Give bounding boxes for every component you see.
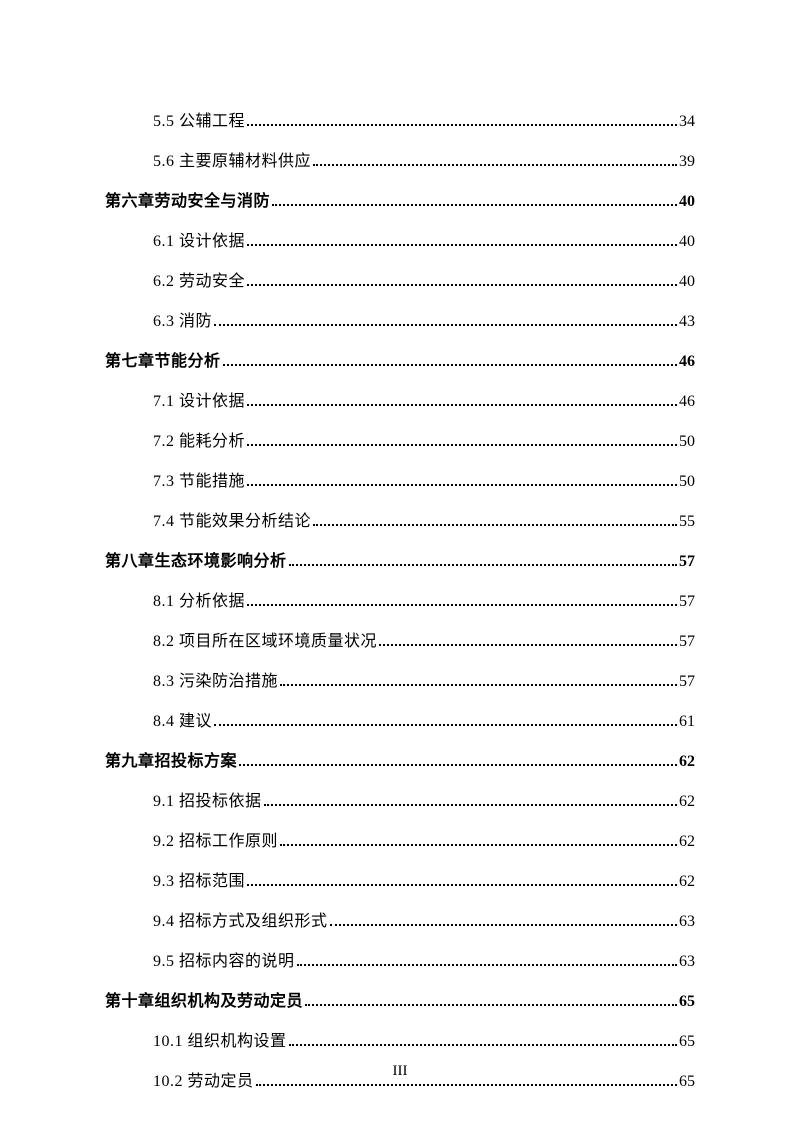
toc-entry-label: 8.3 污染防治措施 xyxy=(153,670,278,694)
toc-entry-page: 46 xyxy=(679,390,695,414)
toc-entry-label: 第十章组织机构及劳动定员 xyxy=(105,990,303,1014)
toc-section-line: 9.3 招标范围 62 xyxy=(105,870,695,894)
toc-section-line: 9.4 招标方式及组织形式 63 xyxy=(105,910,695,934)
toc-entry-page: 40 xyxy=(679,190,695,214)
toc-entry-label: 9.2 招标工作原则 xyxy=(153,830,278,854)
toc-leader-dots xyxy=(247,604,677,606)
toc-entry-label: 第七章节能分析 xyxy=(105,350,221,374)
toc-chapter-line: 第十章组织机构及劳动定员 65 xyxy=(105,990,695,1014)
toc-entry-label: 8.4 建议 xyxy=(153,710,212,734)
toc-leader-dots xyxy=(247,124,677,126)
toc-leader-dots xyxy=(247,444,677,446)
toc-entry-label: 7.1 设计依据 xyxy=(153,390,245,414)
toc-leader-dots xyxy=(247,284,677,286)
toc-entry-page: 50 xyxy=(679,470,695,494)
table-of-contents: 5.5 公辅工程 345.6 主要原辅材料供应 39第六章劳动安全与消防 406… xyxy=(105,110,695,1094)
toc-chapter-line: 第六章劳动安全与消防 40 xyxy=(105,190,695,214)
toc-section-line: 7.2 能耗分析 50 xyxy=(105,430,695,454)
toc-section-line: 9.5 招标内容的说明 63 xyxy=(105,950,695,974)
toc-section-line: 9.1 招投标依据 62 xyxy=(105,790,695,814)
toc-entry-label: 9.5 招标内容的说明 xyxy=(153,950,295,974)
toc-leader-dots xyxy=(256,1084,677,1086)
toc-entry-page: 57 xyxy=(679,590,695,614)
toc-entry-label: 第六章劳动安全与消防 xyxy=(105,190,270,214)
toc-leader-dots xyxy=(305,1004,677,1006)
toc-leader-dots xyxy=(272,204,677,206)
toc-chapter-line: 第八章生态环境影响分析 57 xyxy=(105,550,695,574)
toc-entry-page: 61 xyxy=(679,710,695,734)
toc-chapter-line: 第七章节能分析 46 xyxy=(105,350,695,374)
toc-section-line: 10.1 组织机构设置 65 xyxy=(105,1030,695,1054)
toc-entry-page: 62 xyxy=(679,870,695,894)
toc-section-line: 8.4 建议 61 xyxy=(105,710,695,734)
toc-section-line: 5.5 公辅工程 34 xyxy=(105,110,695,134)
toc-leader-dots xyxy=(313,164,677,166)
toc-leader-dots xyxy=(247,884,677,886)
toc-leader-dots xyxy=(264,804,677,806)
toc-section-line: 5.6 主要原辅材料供应 39 xyxy=(105,150,695,174)
toc-entry-page: 40 xyxy=(679,270,695,294)
toc-entry-page: 62 xyxy=(679,750,695,774)
toc-entry-page: 55 xyxy=(679,510,695,534)
toc-section-line: 8.3 污染防治措施 57 xyxy=(105,670,695,694)
toc-entry-label: 7.3 节能措施 xyxy=(153,470,245,494)
toc-leader-dots xyxy=(280,844,677,846)
toc-leader-dots xyxy=(214,724,677,726)
toc-entry-page: 63 xyxy=(679,950,695,974)
toc-entry-label: 第八章生态环境影响分析 xyxy=(105,550,287,574)
toc-section-line: 8.2 项目所在区域环境质量状况 57 xyxy=(105,630,695,654)
toc-leader-dots xyxy=(247,244,677,246)
toc-section-line: 7.3 节能措施 50 xyxy=(105,470,695,494)
toc-entry-page: 65 xyxy=(679,1030,695,1054)
toc-section-line: 6.1 设计依据 40 xyxy=(105,230,695,254)
toc-entry-label: 9.3 招标范围 xyxy=(153,870,245,894)
toc-section-line: 8.1 分析依据 57 xyxy=(105,590,695,614)
toc-entry-page: 57 xyxy=(679,670,695,694)
toc-leader-dots xyxy=(379,644,677,646)
toc-entry-page: 39 xyxy=(679,150,695,174)
toc-leader-dots xyxy=(289,1044,677,1046)
toc-entry-label: 7.4 节能效果分析结论 xyxy=(153,510,311,534)
toc-entry-label: 第九章招投标方案 xyxy=(105,750,237,774)
toc-entry-label: 7.2 能耗分析 xyxy=(153,430,245,454)
toc-entry-page: 43 xyxy=(679,310,695,334)
toc-entry-label: 9.4 招标方式及组织形式 xyxy=(153,910,328,934)
toc-entry-page: 34 xyxy=(679,110,695,134)
toc-entry-page: 40 xyxy=(679,230,695,254)
toc-section-line: 7.1 设计依据 46 xyxy=(105,390,695,414)
toc-leader-dots xyxy=(330,924,677,926)
toc-leader-dots xyxy=(289,564,677,566)
toc-leader-dots xyxy=(223,364,677,366)
toc-entry-label: 6.3 消防 xyxy=(153,310,212,334)
toc-leader-dots xyxy=(313,524,677,526)
toc-entry-page: 65 xyxy=(679,990,695,1014)
toc-entry-page: 46 xyxy=(679,350,695,374)
toc-entry-page: 62 xyxy=(679,830,695,854)
toc-entry-page: 57 xyxy=(679,550,695,574)
toc-entry-label: 10.1 组织机构设置 xyxy=(153,1030,287,1054)
toc-entry-label: 5.5 公辅工程 xyxy=(153,110,245,134)
toc-entry-label: 6.1 设计依据 xyxy=(153,230,245,254)
toc-chapter-line: 第九章招投标方案 62 xyxy=(105,750,695,774)
toc-leader-dots xyxy=(247,484,677,486)
toc-leader-dots xyxy=(214,324,677,326)
toc-section-line: 6.3 消防 43 xyxy=(105,310,695,334)
toc-section-line: 9.2 招标工作原则 62 xyxy=(105,830,695,854)
toc-entry-label: 5.6 主要原辅材料供应 xyxy=(153,150,311,174)
toc-leader-dots xyxy=(280,684,677,686)
page-number-footer: III xyxy=(0,1063,800,1080)
toc-leader-dots xyxy=(247,404,677,406)
toc-entry-page: 63 xyxy=(679,910,695,934)
toc-entry-label: 9.1 招投标依据 xyxy=(153,790,262,814)
toc-entry-page: 57 xyxy=(679,630,695,654)
toc-leader-dots xyxy=(239,764,677,766)
toc-entry-label: 8.1 分析依据 xyxy=(153,590,245,614)
toc-leader-dots xyxy=(297,964,677,966)
toc-entry-page: 62 xyxy=(679,790,695,814)
toc-entry-label: 6.2 劳动安全 xyxy=(153,270,245,294)
toc-section-line: 6.2 劳动安全 40 xyxy=(105,270,695,294)
toc-section-line: 7.4 节能效果分析结论 55 xyxy=(105,510,695,534)
toc-entry-label: 8.2 项目所在区域环境质量状况 xyxy=(153,630,377,654)
toc-entry-page: 50 xyxy=(679,430,695,454)
